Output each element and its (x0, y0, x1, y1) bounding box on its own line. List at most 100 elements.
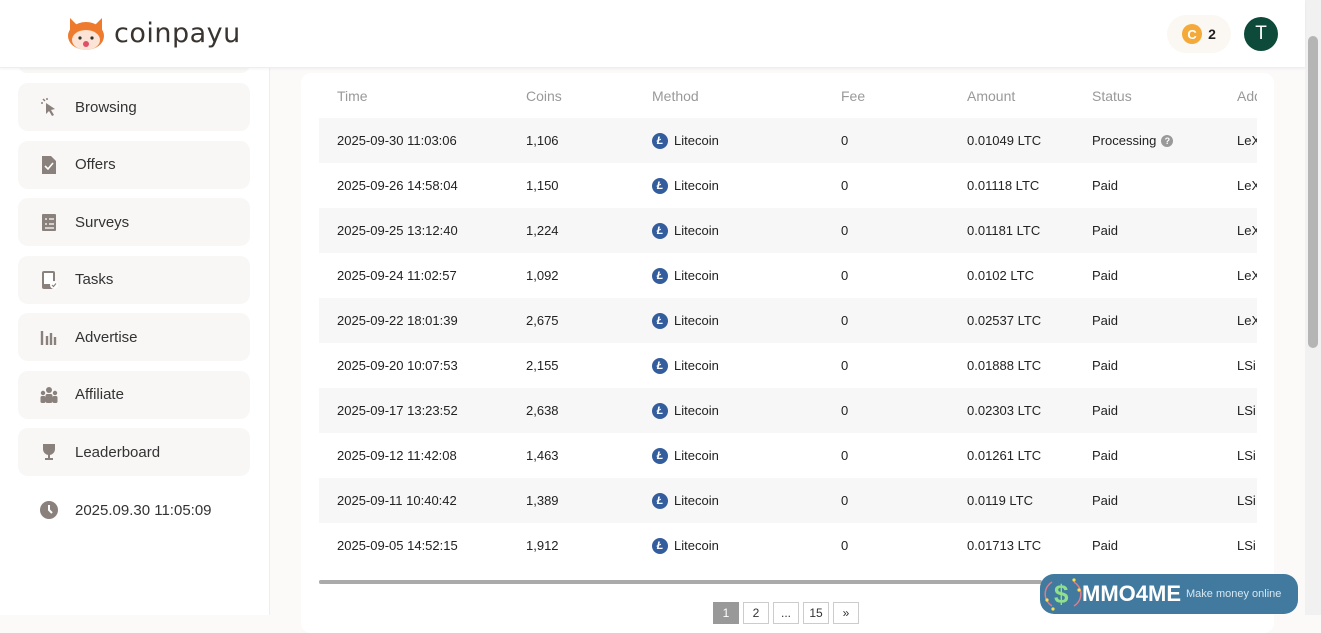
coins-cell: 2,638 (526, 403, 559, 418)
sidebar-item-surveys[interactable]: Surveys (18, 198, 250, 246)
table-row: 2025-09-11 10:40:42 1,389 Ł Litecoin 0 0.0119… (319, 478, 1257, 523)
page-button[interactable]: 15 (803, 602, 829, 624)
method-cell: Ł Litecoin (652, 298, 719, 343)
table-row: 2025-09-05 14:52:15 1,912 Ł Litecoin 0 0.0171… (319, 523, 1257, 568)
time-cell: 2025-09-11 10:40:42 (337, 493, 457, 508)
method-cell: Ł Litecoin (652, 208, 719, 253)
method-cell: Ł Litecoin (652, 523, 719, 568)
coins-cell: 1,150 (526, 178, 559, 193)
time-cell: 2025-09-22 18:01:39 (337, 313, 458, 328)
method-text: Litecoin (674, 133, 719, 148)
fee-cell: 0 (841, 538, 849, 553)
clipboard-list-icon (39, 212, 59, 232)
status-cell: Paid (1092, 523, 1118, 568)
method-text: Litecoin (674, 403, 719, 418)
coins-cell: 1,224 (526, 223, 559, 238)
coins-cell: 1,912 (526, 538, 559, 553)
status-cell: Paid (1092, 478, 1118, 523)
sidebar-item-label: Advertise (75, 328, 138, 346)
amount-cell: 0.01888 LTC (967, 358, 1042, 373)
method-cell: Ł Litecoin (652, 118, 719, 163)
column-header-amount[interactable]: Amount (967, 87, 1016, 104)
method-cell: Ł Litecoin (652, 388, 719, 433)
sidebar-item-browsing[interactable]: Browsing (18, 83, 250, 131)
page-button[interactable]: 2 (743, 602, 769, 624)
method-text: Litecoin (674, 448, 719, 463)
sidebar-item-tasks[interactable]: Tasks (18, 255, 250, 304)
status-cell: Paid (1092, 298, 1118, 343)
column-header-status[interactable]: Status (1092, 87, 1132, 104)
status-cell: Paid (1092, 208, 1118, 253)
time-cell: 2025-09-20 10:07:53 (337, 358, 458, 373)
litecoin-icon: Ł (652, 357, 668, 374)
sidebar-item-affiliate[interactable]: Affiliate (18, 370, 250, 419)
amount-cell: 0.02303 LTC (967, 403, 1042, 418)
sidebar-item-label: Tasks (75, 271, 114, 288)
column-header-address[interactable]: Add (1237, 87, 1257, 104)
vertical-scrollbar[interactable] (1305, 0, 1321, 615)
coin-icon: C (1182, 24, 1203, 44)
status-text: Paid (1092, 538, 1119, 553)
status-cell: Paid (1092, 388, 1118, 433)
sidebar-item-label: Surveys (75, 213, 130, 231)
clock-text: 2025.09.30 11:05:09 (75, 501, 212, 519)
watermark-logo-icon (1044, 578, 1082, 611)
watermark-title: MMO4ME (1082, 581, 1181, 606)
scrollbar-thumb[interactable] (1308, 36, 1318, 348)
method-cell: Ł Litecoin (652, 433, 719, 478)
method-text: Litecoin (674, 358, 719, 373)
page-button[interactable]: » (833, 602, 859, 624)
method-cell: Ł Litecoin (652, 253, 719, 298)
sidebar-item-offers[interactable]: Offers (18, 140, 250, 189)
status-text: Paid (1092, 403, 1119, 418)
file-check-icon (39, 155, 59, 175)
logo[interactable]: coinpayu (66, 14, 241, 52)
help-icon[interactable]: ? (1161, 134, 1174, 147)
status-cell: Paid (1092, 163, 1118, 208)
time-cell: 2025-09-17 13:23:52 (337, 403, 458, 418)
table-row: 2025-09-22 18:01:39 2,675 Ł Litecoin 0 0.0253… (319, 298, 1257, 343)
litecoin-icon: Ł (652, 537, 668, 554)
address-cell: LSi (1237, 538, 1256, 553)
server-clock: 2025.09.30 11:05:09 (18, 486, 250, 534)
address-cell: LSi (1237, 358, 1256, 373)
column-header-method[interactable]: Method (652, 87, 699, 104)
column-header-coins[interactable]: Coins (526, 87, 562, 104)
time-cell: 2025-09-05 14:52:15 (337, 538, 458, 553)
amount-cell: 0.0119 LTC (967, 493, 1034, 508)
sidebar-item-leaderboard[interactable]: Leaderboard (18, 428, 250, 476)
avatar[interactable]: T (1244, 17, 1278, 51)
page-button[interactable]: 1 (713, 602, 739, 624)
time-cell: 2025-09-24 11:02:57 (337, 268, 457, 283)
method-cell: Ł Litecoin (652, 478, 719, 523)
table-row: 2025-09-30 11:03:06 1,106 Ł Litecoin 0 0.0104… (319, 118, 1257, 163)
coins-cell: 1,106 (526, 133, 559, 148)
amount-cell: 0.01713 LTC (967, 538, 1042, 553)
address-cell: LSi (1237, 403, 1256, 418)
scrollbar-thumb[interactable] (319, 580, 1042, 584)
column-header-fee[interactable]: Fee (841, 87, 866, 104)
litecoin-icon: Ł (652, 222, 668, 239)
fee-cell: 0 (841, 178, 849, 193)
sidebar-item-label: Affiliate (75, 386, 124, 403)
table-row: 2025-09-25 13:12:40 1,224 Ł Litecoin 0 0.0118… (319, 208, 1257, 253)
sidebar-item-partial[interactable] (18, 64, 250, 73)
address-cell: LeX (1237, 313, 1257, 328)
horizontal-scrollbar[interactable] (319, 580, 1257, 584)
coin-balance[interactable]: C 2 (1167, 15, 1231, 53)
litecoin-icon: Ł (652, 402, 668, 419)
column-header-time[interactable]: Time (337, 87, 368, 104)
address-cell: LSi (1237, 493, 1256, 508)
sidebar: Browsing Offers Surveys Tasks Advertise Affil… (0, 64, 270, 615)
withdrawal-history-card: Time Coins Method Fee Amount Status Add 2025-0… (301, 73, 1274, 633)
sidebar-item-advertise[interactable]: Advertise (18, 313, 250, 361)
coins-cell: 1,389 (526, 493, 559, 508)
address-cell: LeX (1237, 223, 1257, 238)
time-cell: 2025-09-26 14:58:04 (337, 178, 458, 193)
fee-cell: 0 (841, 403, 849, 418)
brand-name: coinpayu (114, 17, 241, 49)
method-text: Litecoin (674, 313, 719, 328)
page-button[interactable]: ... (773, 602, 799, 624)
watermark-subtitle: Make money online (1186, 588, 1282, 600)
withdrawal-table: Time Coins Method Fee Amount Status Add 2025-0… (319, 73, 1257, 568)
